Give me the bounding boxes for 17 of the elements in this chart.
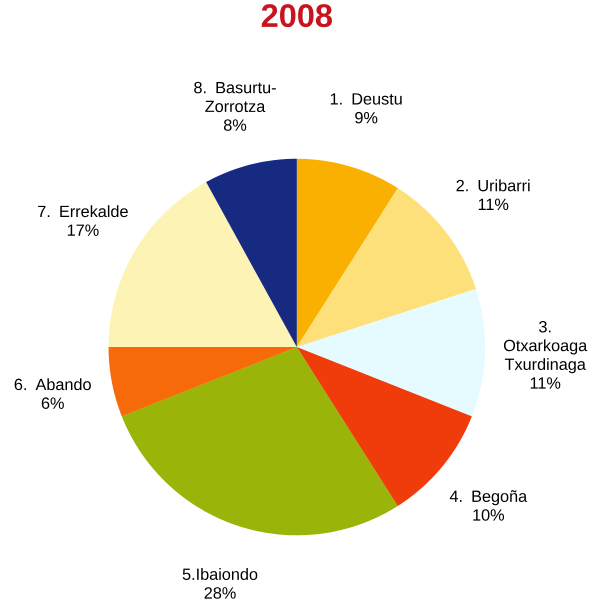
data-label: 11%	[530, 377, 560, 389]
slice-label: 1. Deustu	[330, 93, 402, 105]
slice-label: 7. Errekalde	[38, 205, 128, 218]
data-label: 17%	[68, 224, 99, 236]
slice-label: 5.Ibaiondo	[182, 568, 258, 580]
slice-label: 6. Abando	[14, 378, 91, 390]
data-label: 11%	[478, 198, 508, 210]
chart-title: 2008	[262, 4, 332, 28]
data-label: 10%	[473, 509, 504, 521]
data-label: 6%	[42, 397, 64, 409]
data-label: 9%	[355, 112, 378, 124]
slice-label: 3. Otxarkoaga Txurdinaga	[504, 320, 588, 374]
data-label: 28%	[204, 587, 236, 599]
slice-label: 2. Uribarri	[456, 179, 530, 192]
slice-label: 8. Basurtu-Zorrotza	[194, 82, 276, 112]
data-label: 8%	[224, 119, 246, 131]
slice-label: 4. Begoña	[450, 490, 528, 506]
